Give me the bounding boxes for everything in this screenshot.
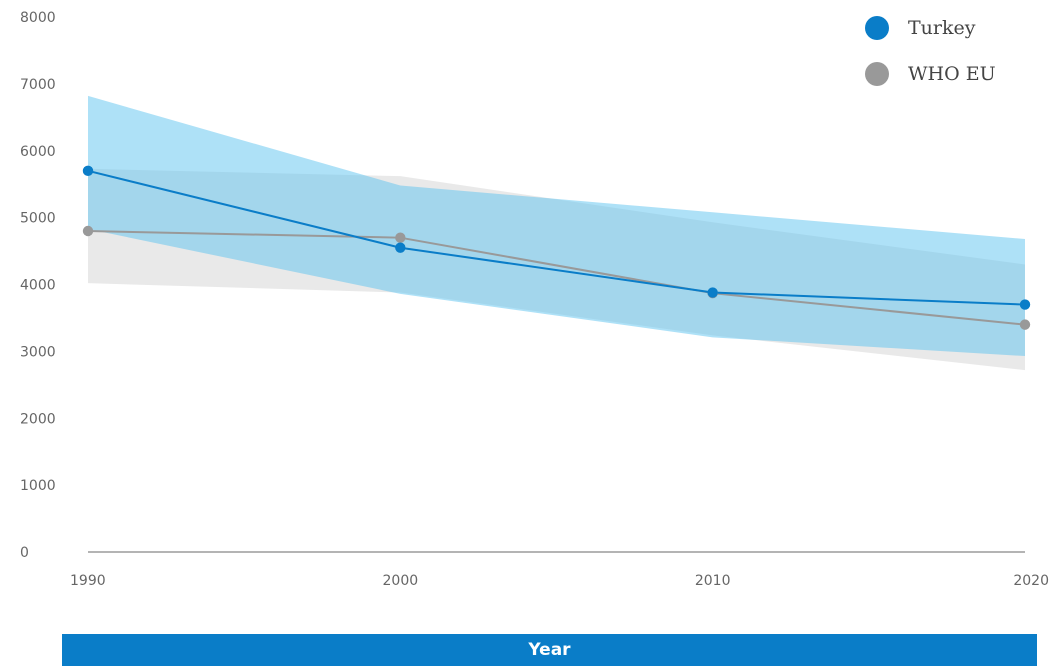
legend-swatch-who-eu	[865, 62, 889, 86]
point-who-eu	[82, 225, 94, 237]
point-who-eu	[1019, 319, 1031, 330]
band-turkey	[88, 95, 1025, 357]
x-tick-label: 2000	[383, 573, 419, 589]
y-tick-label: 7000	[20, 77, 56, 93]
y-tick-label: 2000	[20, 411, 56, 427]
point-turkey	[395, 242, 406, 253]
point-turkey	[707, 287, 718, 298]
series-lines	[87, 169, 1026, 326]
legend: Turkey WHO EU	[865, 16, 996, 86]
x-axis-title-bar: Year	[62, 634, 1037, 666]
y-tick-label: 8000	[20, 10, 56, 26]
point-who-eu	[395, 232, 406, 243]
point-turkey	[1019, 299, 1031, 310]
line-turkey	[87, 169, 1026, 306]
legend-label-who-eu: WHO EU	[908, 63, 996, 85]
x-axis-ticks: 1990 2000 2010 2020	[70, 573, 1049, 589]
y-tick-label: 3000	[20, 344, 56, 360]
chart: 0 1000 2000 3000 4000 5000 6000 7000 8000 1990 20…	[20, 10, 1049, 589]
confidence-bands	[88, 95, 1025, 371]
series-points	[82, 165, 1031, 330]
y-tick-label: 0	[20, 545, 29, 561]
x-tick-label: 2010	[695, 573, 731, 589]
legend-swatch-turkey	[865, 16, 889, 40]
x-tick-label: 1990	[70, 573, 106, 589]
legend-item-turkey: Turkey	[865, 16, 976, 40]
x-tick-label: 2020	[1013, 573, 1049, 589]
y-tick-label: 1000	[20, 478, 56, 494]
y-tick-label: 4000	[20, 278, 56, 294]
y-tick-label: 6000	[20, 144, 56, 160]
x-axis-title: Year	[528, 640, 571, 660]
legend-label-turkey: Turkey	[908, 17, 976, 39]
y-tick-label: 5000	[20, 211, 56, 227]
legend-item-who-eu: WHO EU	[865, 62, 996, 86]
y-axis-ticks: 0 1000 2000 3000 4000 5000 6000 7000 8000	[20, 10, 56, 561]
line-who-eu	[87, 230, 1026, 326]
point-turkey	[82, 165, 94, 177]
